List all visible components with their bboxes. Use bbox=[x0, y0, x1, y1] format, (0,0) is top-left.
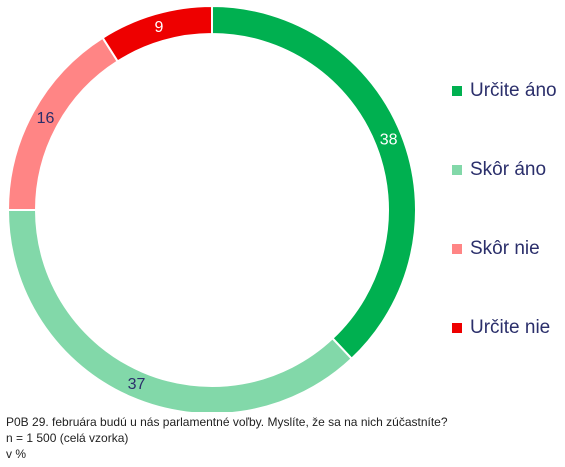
data-label-2: 16 bbox=[37, 110, 55, 127]
donut-slice-3 bbox=[101, 4, 213, 63]
legend-swatch-2 bbox=[452, 244, 462, 254]
legend-swatch-0 bbox=[452, 86, 462, 96]
footnote-sample: n = 1 500 (celá vzorka) bbox=[6, 431, 129, 445]
legend-item-1: Skôr áno bbox=[452, 157, 565, 183]
data-label-1: 37 bbox=[128, 376, 146, 393]
footnote: P0B 29. februára budú u nás parlamentné … bbox=[6, 414, 546, 462]
legend-label-1: Skôr áno bbox=[470, 159, 547, 180]
legend: Určite áno Skôr áno Skôr nie Určite nie bbox=[452, 78, 565, 394]
donut-slice-2 bbox=[6, 36, 120, 211]
legend-swatch-1 bbox=[452, 165, 462, 175]
donut-slice-1 bbox=[6, 209, 354, 412]
donut-svg: 38 37 16 9 bbox=[6, 4, 418, 412]
footnote-unit: v % bbox=[6, 447, 27, 461]
legend-label-3: Určite nie bbox=[470, 317, 551, 338]
legend-swatch-3 bbox=[452, 323, 462, 333]
donut-slice-0 bbox=[211, 4, 418, 361]
data-label-0: 38 bbox=[380, 132, 398, 149]
legend-item-0: Určite áno bbox=[452, 78, 565, 104]
legend-item-2: Skôr nie bbox=[452, 236, 565, 262]
legend-label-2: Skôr nie bbox=[470, 238, 540, 259]
legend-label-0: Určite áno bbox=[470, 80, 557, 101]
legend-item-3: Určite nie bbox=[452, 315, 565, 341]
data-label-3: 9 bbox=[155, 19, 164, 36]
footnote-question: P0B 29. februára budú u nás parlamentné … bbox=[6, 415, 448, 429]
